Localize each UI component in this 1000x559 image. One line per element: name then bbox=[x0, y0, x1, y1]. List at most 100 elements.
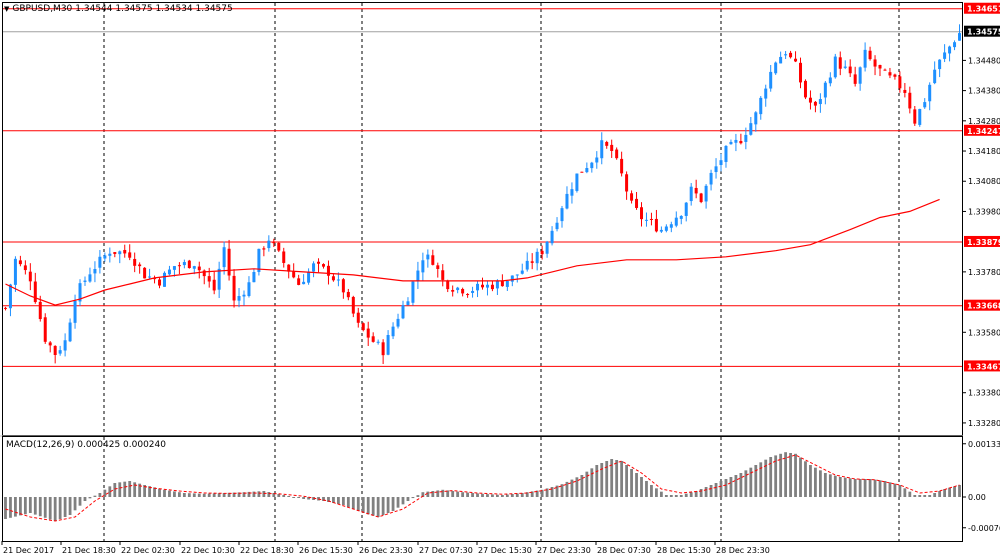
macd-bar bbox=[953, 486, 956, 497]
candle-body bbox=[550, 230, 554, 244]
macd-bar bbox=[461, 492, 465, 497]
macd-bar bbox=[754, 465, 758, 497]
current-price-label: 1.34575 bbox=[967, 28, 1000, 37]
macd-bar bbox=[779, 453, 783, 497]
candle-body bbox=[853, 74, 857, 84]
candle-body bbox=[659, 229, 663, 232]
macd-bar bbox=[376, 497, 380, 517]
macd-bar bbox=[858, 479, 862, 497]
x-tick-label: 27 Dec 15:30 bbox=[478, 546, 532, 555]
price-level-label: 1.34247 bbox=[967, 127, 1000, 136]
candle-body bbox=[63, 340, 67, 351]
candle-body bbox=[808, 97, 812, 103]
candle-body bbox=[729, 141, 733, 145]
macd-bar bbox=[212, 493, 216, 497]
candle-body bbox=[958, 33, 962, 41]
candle-body bbox=[113, 252, 117, 254]
price-level-label: 1.33467 bbox=[967, 362, 1000, 371]
y-tick-label: 1.33580 bbox=[968, 328, 1000, 337]
candle-body bbox=[38, 301, 42, 320]
price-level-tag bbox=[964, 2, 1000, 14]
candle-body bbox=[123, 249, 127, 254]
macd-bar bbox=[769, 457, 773, 497]
candle-body bbox=[560, 208, 564, 222]
macd-bar bbox=[500, 495, 504, 497]
macd-bar bbox=[182, 493, 186, 497]
candle-body bbox=[451, 289, 455, 292]
macd-bar bbox=[411, 497, 415, 499]
macd-bar bbox=[153, 487, 156, 497]
macd-bar bbox=[431, 491, 435, 497]
macd-bar bbox=[197, 493, 201, 497]
x-tick-label: 21 Dec 2017 bbox=[3, 546, 54, 555]
candle-body bbox=[331, 276, 335, 281]
y-tick-label: 1.33280 bbox=[968, 419, 1000, 428]
candle-body bbox=[346, 291, 350, 298]
macd-bar bbox=[883, 481, 887, 497]
macd-bar bbox=[833, 475, 837, 497]
candle-body bbox=[759, 97, 763, 115]
macd-bar bbox=[337, 497, 340, 504]
macd-bar bbox=[232, 492, 236, 497]
triangle-down-icon[interactable]: ▼ bbox=[4, 5, 10, 13]
candle-body bbox=[23, 265, 27, 271]
macd-bar bbox=[540, 489, 544, 497]
candle-body bbox=[818, 99, 822, 105]
macd-bar bbox=[14, 497, 17, 517]
macd-bar bbox=[714, 483, 718, 497]
macd-bar bbox=[207, 493, 211, 497]
candle-body bbox=[540, 250, 544, 255]
candle-body bbox=[366, 328, 370, 338]
candle-body bbox=[640, 207, 644, 220]
price-level-tag bbox=[964, 235, 1000, 247]
candle-body bbox=[938, 59, 942, 70]
candle-body bbox=[833, 56, 837, 78]
candle-body bbox=[908, 92, 912, 109]
macd-bar bbox=[53, 497, 57, 521]
price-level-tag bbox=[964, 360, 1000, 372]
macd-bar bbox=[555, 485, 559, 497]
macd-bar bbox=[332, 497, 335, 503]
macd-bar bbox=[327, 497, 330, 502]
candle-body bbox=[828, 77, 832, 84]
x-tick-label: 28 Dec 07:30 bbox=[597, 546, 651, 555]
candle-body bbox=[520, 270, 524, 274]
x-tick-label: 28 Dec 15:30 bbox=[657, 546, 711, 555]
candle-body bbox=[530, 261, 534, 263]
chart-header: ▼ GBPUSD,M30 1.34544 1.34575 1.34534 1.3… bbox=[4, 4, 233, 14]
candle-body bbox=[172, 266, 176, 270]
candle-body bbox=[505, 281, 509, 287]
candle-body bbox=[893, 74, 897, 77]
macd-bar bbox=[958, 485, 961, 497]
candle-body bbox=[48, 342, 52, 346]
candle-body bbox=[426, 254, 430, 260]
candle-body bbox=[580, 171, 584, 173]
candle-body bbox=[18, 260, 22, 265]
price-level-label: 1.34651 bbox=[967, 5, 1000, 14]
candle-body bbox=[158, 279, 162, 286]
macd-bar bbox=[202, 493, 206, 497]
candle-body bbox=[485, 284, 489, 288]
candle-body bbox=[456, 287, 460, 291]
macd-bar bbox=[674, 495, 678, 497]
macd-bar bbox=[809, 465, 812, 497]
candlesticks bbox=[3, 24, 962, 365]
y-tick-label: 1.33980 bbox=[968, 207, 1000, 216]
macd-bar bbox=[903, 488, 907, 497]
macd-bar bbox=[689, 492, 693, 497]
moving-average bbox=[5, 198, 940, 306]
macd-bar bbox=[63, 497, 67, 517]
macd-bar bbox=[108, 486, 112, 497]
macd-bar bbox=[133, 482, 137, 497]
candle-body bbox=[953, 42, 957, 48]
candle-body bbox=[13, 258, 17, 285]
x-tick-label: 22 Dec 18:30 bbox=[240, 546, 294, 555]
macd-bar bbox=[630, 469, 633, 497]
macd-bar bbox=[123, 481, 127, 497]
macd-bar bbox=[441, 489, 445, 497]
macd-bar bbox=[759, 462, 763, 497]
candle-body bbox=[267, 240, 271, 249]
candle-body bbox=[863, 49, 867, 68]
macd-bar bbox=[302, 497, 306, 499]
